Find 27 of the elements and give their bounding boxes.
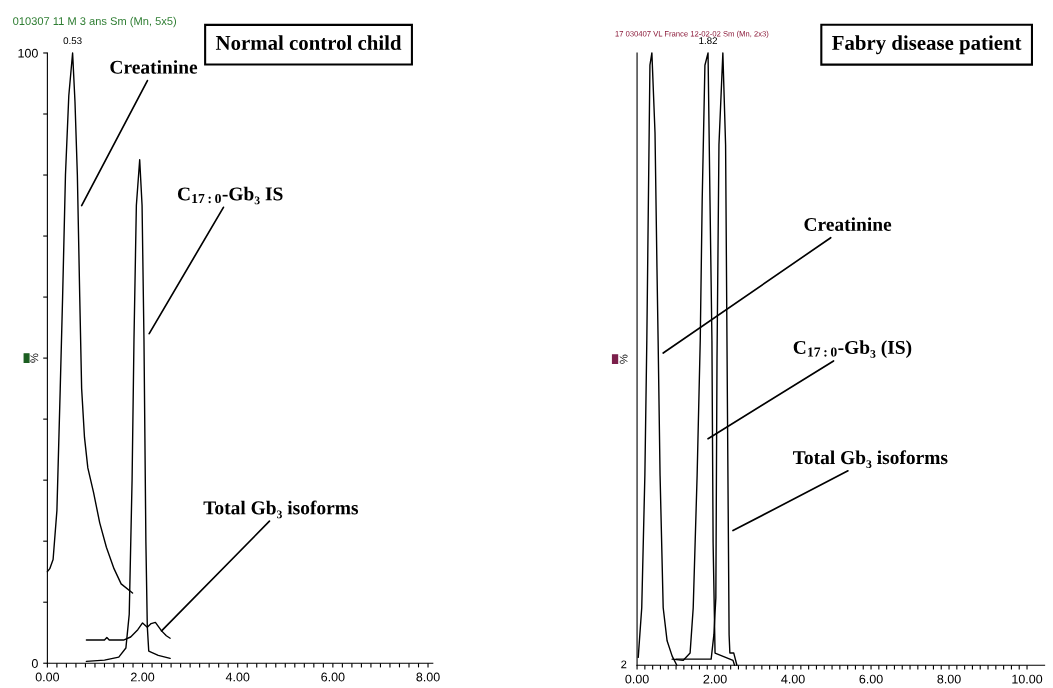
x-tick-label: 10.00 [1012, 674, 1043, 684]
x-tick-label: 0.00 [625, 674, 649, 684]
x-tick-label: 6.00 [321, 672, 345, 682]
y-axis-title: % [30, 353, 39, 363]
annotation: C$_{17:0}$-Gb₃ (IS) [793, 340, 912, 358]
x-tick-label: 4.00 [225, 672, 250, 682]
text: 2 [621, 660, 627, 669]
text: Normal control child [215, 35, 402, 50]
chart-title: 010307 11 M 3 ans Sm (Mn, 5x5) [13, 16, 177, 28]
x-tick-label: 2.00 [131, 672, 155, 682]
y-tick-label: 100 [18, 48, 38, 58]
x-tick-label: 2.00 [703, 674, 727, 684]
y-axis-title: % [619, 354, 628, 364]
annotation: 1.82 [699, 37, 718, 45]
y-tick-label: 0 [31, 659, 38, 668]
annotation: C$_{17:0}$-Gb₃ IS [177, 186, 283, 205]
annotation: Total Gb₃ isoforms [793, 450, 948, 468]
x-tick-label: 4.00 [781, 674, 805, 684]
annotation: Creatinine [110, 60, 198, 74]
x-tick-label: 6.00 [859, 674, 883, 684]
annotation: Total Gb₃ isoforms [203, 500, 359, 519]
x-tick-label: 0.00 [35, 672, 60, 682]
annotation: Creatinine [804, 217, 892, 232]
x-tick-label: 8.00 [937, 674, 961, 684]
annotation: 0.53 [63, 37, 82, 45]
annotation: Fabry disease patient [832, 35, 1022, 55]
x-tick-label: 8.00 [416, 672, 440, 682]
